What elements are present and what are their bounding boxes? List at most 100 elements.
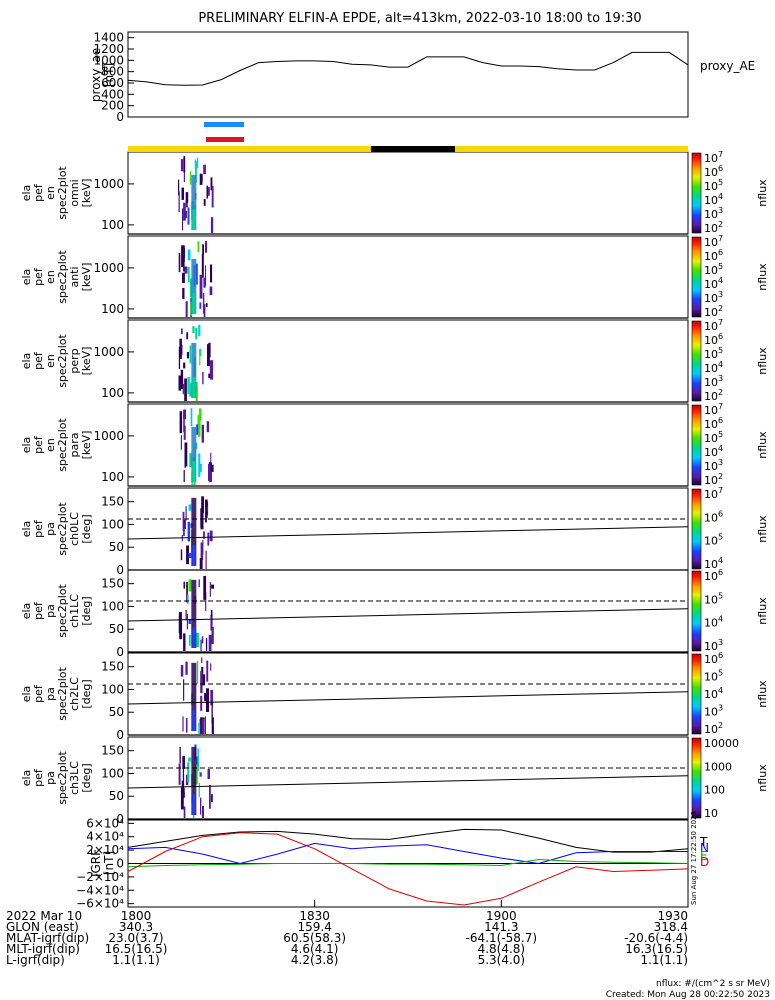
spectrogram-cell [183, 249, 185, 272]
spectrogram-cell [183, 202, 186, 221]
colorbar-tick-label: 102 [704, 388, 723, 403]
colorbar-tick-label: 104 [704, 615, 723, 630]
red-time-bar [206, 137, 244, 142]
spectrogram-cell [189, 345, 192, 364]
spectrogram-cell [198, 324, 201, 337]
x-row-value: 1900 [486, 909, 517, 923]
x-row-label: 2022 Mar 10 [6, 909, 82, 923]
spectrogram-cell [200, 670, 203, 694]
spectrogram-cell [198, 453, 201, 477]
spectrogram-cell [205, 505, 207, 523]
colorbar-tick-label: 1000 [704, 760, 732, 773]
spectrogram-ylabel: elapefenspec2plotanti[keV] [20, 250, 93, 304]
spectrogram-ylabel: elapefpaspec2plotch2LC[deg] [20, 667, 93, 721]
spectrogram-cell [188, 553, 192, 559]
spectrogram-cell [183, 156, 186, 173]
spectrogram-cell [185, 192, 189, 203]
spectrogram-cell [182, 756, 185, 769]
spectrogram-cell [183, 470, 185, 483]
spectrogram-cell [206, 185, 208, 199]
spectrogram-cell [210, 217, 214, 233]
colorbar-tick-label: 105 [704, 669, 723, 684]
spectrogram-panel-ch3LC: 150 100 50 0 elapefpaspec2plotch3LC[deg] 1000… [20, 736, 769, 826]
colorbar-tick-label: 103 [704, 638, 723, 653]
spectrogram-cell [183, 633, 186, 651]
spectrogram-cell [188, 635, 191, 646]
spectrogram-cell [210, 264, 213, 283]
spectrogram-cell [188, 579, 192, 592]
spectrogram-cell [195, 327, 198, 340]
spectrogram-cell [209, 785, 211, 809]
spectrogram-core [191, 746, 197, 815]
spectrogram-cell [211, 464, 214, 472]
spectrogram-cell [201, 636, 204, 644]
spectrogram-panel-anti: 1000100elapefenspec2plotanti[keV]1071061… [20, 234, 769, 319]
spectrogram-cell [181, 187, 184, 200]
spectrogram-cell [189, 179, 192, 185]
colorbar-tick-label: 105 [704, 591, 723, 606]
spectrogram-cell [201, 496, 204, 514]
igrf-legend-T: T [699, 835, 708, 849]
colorbar-tick-label: 104 [704, 360, 723, 375]
proxy-ae-ytick-label: 1200 [93, 42, 124, 56]
spectrogram-core-high [192, 209, 196, 230]
colorbar-tick-label: 105 [704, 262, 723, 277]
spectrogram-cell [190, 278, 193, 297]
x-row-value: 1930 [657, 909, 688, 923]
spectrogram-cell [182, 511, 185, 531]
spectrogram-cell [183, 362, 186, 369]
spectrogram-cell [180, 159, 184, 172]
spectrogram-core-high [192, 545, 196, 566]
footer-units: nflux: #/(cm^2 s sr MeV) [656, 979, 770, 989]
igrf-ytick-label: 2×10⁴ [86, 843, 124, 857]
colorbar-tick-label: 103 [704, 374, 723, 389]
spectrogram-ytick-label: 0 [116, 812, 124, 826]
spectrogram-ytick-label: 100 [101, 682, 124, 696]
x-row-value: 340.3 [119, 920, 153, 934]
spectrogram-cell [184, 378, 187, 401]
spectrogram-cell [178, 253, 181, 273]
spectrogram-cell [194, 764, 198, 785]
colorbar-tick-label: 103 [704, 458, 723, 473]
colorbar-label: nflux [756, 263, 769, 291]
spectrogram-cell [199, 463, 202, 473]
spectrogram-cell [195, 161, 197, 183]
colorbar-tick-label: 107 [704, 150, 723, 165]
spectrogram-cell [211, 584, 214, 589]
spectrogram-cell [206, 501, 209, 516]
spectrogram-panel-omni: 1000100elapefenspec2plotomni[keV]1071061… [20, 150, 769, 235]
spectrogram-cell [199, 274, 203, 299]
spectrogram-cell [203, 531, 205, 539]
spectrogram-cell [205, 499, 208, 507]
spectrogram-cell [209, 530, 213, 542]
spectrogram-core [191, 174, 197, 230]
x-row-value: 16.3(16.5) [625, 942, 688, 956]
spectrogram-cell [186, 581, 188, 603]
spectrogram-ylabel: elapefenspec2plotomni[keV] [20, 166, 93, 220]
x-row-label: MLT-igrf(dip) [6, 942, 80, 956]
spectrogram-cell [209, 582, 211, 597]
spectrogram-cell [188, 504, 192, 511]
spectrogram-cell [182, 716, 184, 732]
black-status-bar [371, 146, 455, 152]
x-row-value: 1.1(1.1) [640, 953, 688, 967]
colorbar-label: nflux [756, 431, 769, 459]
colorbar-tick-label: 103 [704, 290, 723, 305]
spectrogram-cell [200, 797, 202, 815]
spectrogram-core-high [192, 293, 196, 314]
colorbar-tick-label: 103 [704, 704, 723, 719]
spectrogram-cell [188, 757, 191, 762]
x-row-value: 16.5(16.5) [105, 942, 168, 956]
spectrogram-cell [190, 408, 193, 427]
igrf-ytick-label: 4×10⁴ [86, 830, 124, 844]
spectrogram-cell [182, 287, 185, 300]
spectrogram-cell [203, 164, 206, 175]
colorbar-tick-label: 102 [704, 472, 723, 487]
spectrogram-cell [205, 265, 207, 286]
colorbar-label: nflux [756, 179, 769, 207]
spectrogram-cell [190, 301, 193, 316]
x-row-value: 23.0(3.7) [108, 931, 163, 945]
x-row-label: MLAT-igrf(dip) [6, 931, 89, 945]
colorbar-tick-label: 10000 [704, 737, 739, 750]
spectrogram-cell [180, 665, 184, 677]
